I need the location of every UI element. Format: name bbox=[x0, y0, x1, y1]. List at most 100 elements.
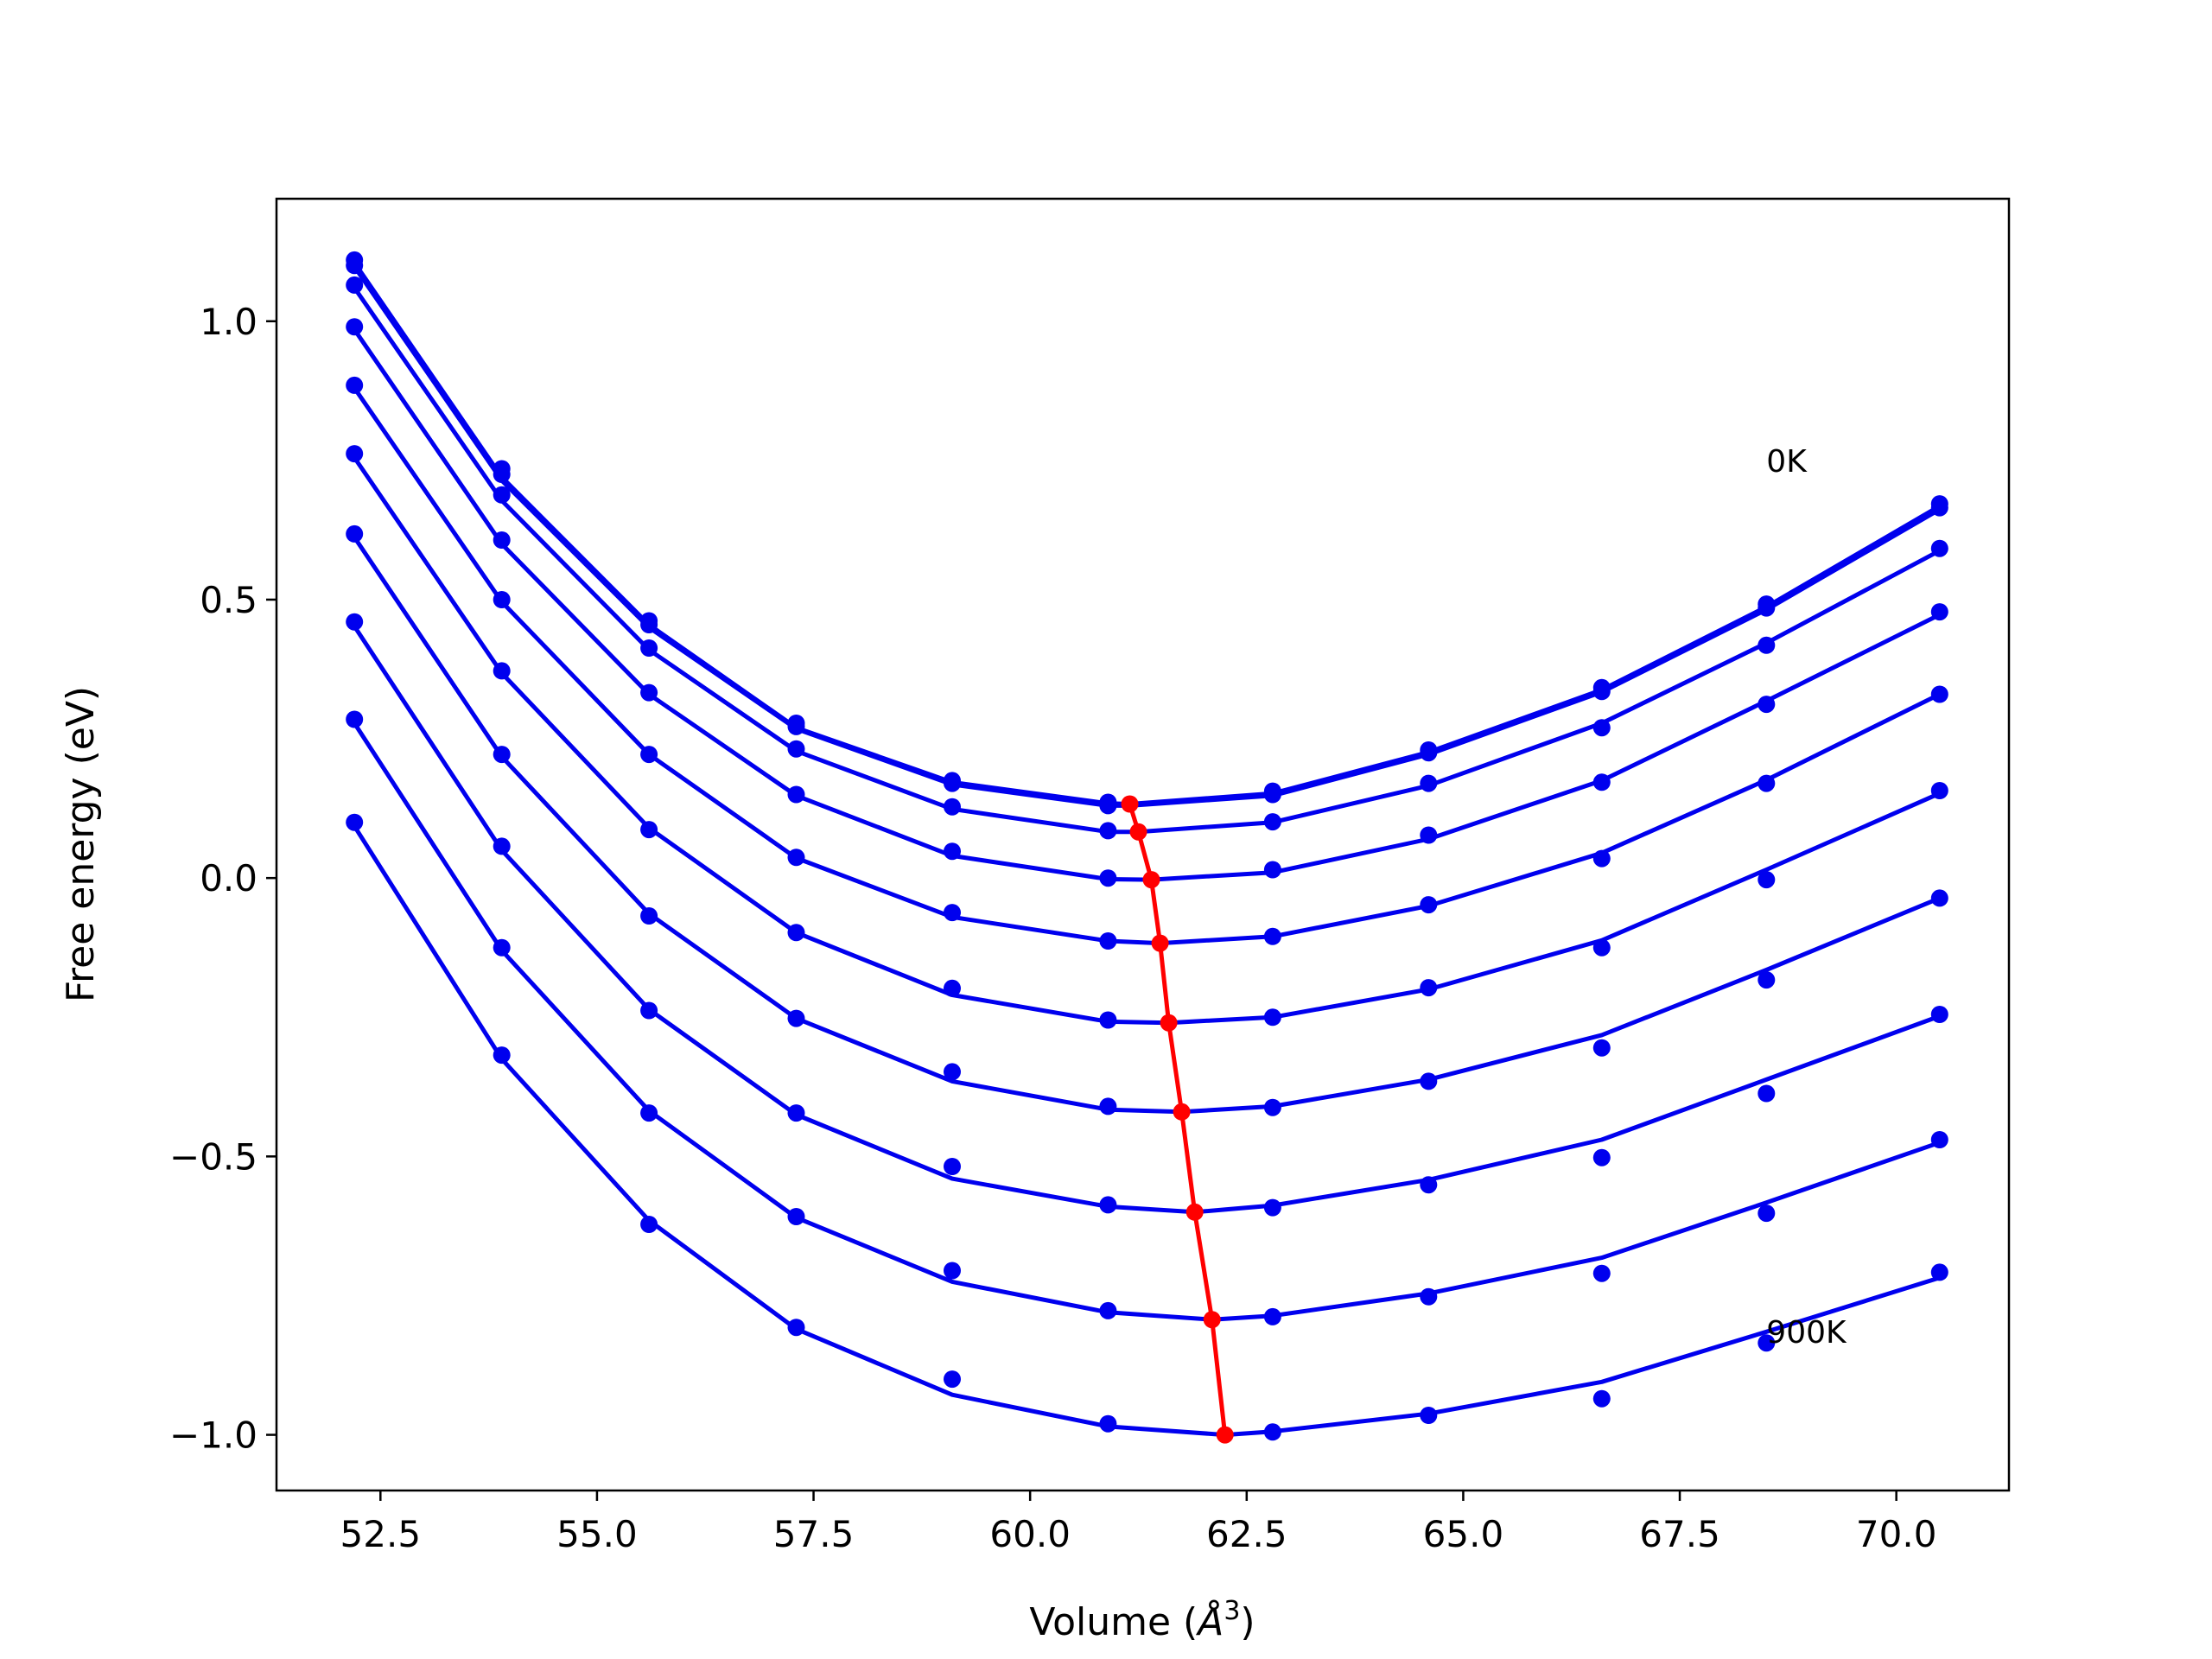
data-point bbox=[787, 785, 805, 804]
data-point bbox=[1758, 871, 1776, 889]
data-point bbox=[1420, 1072, 1438, 1090]
data-point bbox=[944, 1158, 961, 1175]
data-point bbox=[1758, 971, 1776, 989]
data-point bbox=[787, 717, 805, 735]
data-point bbox=[1420, 896, 1438, 914]
data-points bbox=[346, 251, 1948, 1441]
data-point bbox=[1263, 1008, 1281, 1027]
data-point bbox=[1263, 927, 1281, 945]
data-point bbox=[1099, 869, 1117, 887]
data-point bbox=[1420, 774, 1438, 792]
data-point bbox=[1099, 1196, 1117, 1214]
x-tick-label: 57.5 bbox=[773, 1513, 855, 1555]
minimum-point bbox=[1129, 823, 1147, 841]
y-tick-label: 1.0 bbox=[200, 301, 257, 343]
data-point bbox=[944, 798, 961, 816]
data-point bbox=[640, 683, 658, 702]
annotation-label: 900K bbox=[1766, 1315, 1847, 1351]
data-point bbox=[1420, 1407, 1438, 1424]
minimum-point bbox=[1216, 1426, 1234, 1444]
fit-curve-8 bbox=[353, 721, 1941, 1322]
data-point bbox=[640, 1001, 658, 1020]
data-point bbox=[1930, 782, 1948, 799]
data-point bbox=[346, 813, 364, 831]
annotations: 0K 900K bbox=[1766, 444, 1847, 1351]
x-tick-label: 60.0 bbox=[989, 1513, 1071, 1555]
data-point bbox=[1592, 773, 1611, 791]
data-point bbox=[1592, 1039, 1611, 1057]
y-tick-label: −1.0 bbox=[169, 1414, 257, 1457]
data-point bbox=[1263, 813, 1281, 831]
data-point bbox=[1930, 603, 1948, 621]
fit-curve-3 bbox=[353, 327, 1941, 882]
x-tick-label: 52.5 bbox=[340, 1513, 422, 1555]
data-point bbox=[493, 486, 511, 504]
data-point bbox=[787, 1104, 805, 1122]
data-point bbox=[493, 531, 511, 549]
data-point bbox=[1930, 1263, 1948, 1281]
data-point bbox=[1263, 1423, 1281, 1441]
data-point bbox=[787, 1319, 805, 1337]
data-point bbox=[346, 276, 364, 294]
data-point bbox=[640, 1216, 658, 1233]
data-point bbox=[1930, 1131, 1948, 1148]
fit-curve-2 bbox=[353, 286, 1941, 835]
data-point bbox=[1758, 774, 1776, 792]
data-point bbox=[944, 842, 961, 861]
data-point bbox=[787, 924, 805, 942]
minimum-point bbox=[1142, 871, 1160, 889]
data-point bbox=[944, 1262, 961, 1280]
data-point bbox=[1930, 499, 1948, 517]
data-point bbox=[346, 613, 364, 631]
data-point bbox=[1758, 1334, 1776, 1352]
data-point bbox=[787, 1208, 805, 1225]
data-point bbox=[640, 616, 658, 633]
data-point bbox=[1758, 636, 1776, 654]
minimum-point bbox=[1203, 1311, 1221, 1329]
x-axis-ticks: 52.5 55.0 57.5 60.0 62.5 65.0 67.5 70.0 bbox=[340, 1491, 1936, 1555]
data-point bbox=[1758, 696, 1776, 714]
data-point bbox=[1592, 938, 1611, 957]
data-point bbox=[1930, 685, 1948, 703]
data-point bbox=[493, 591, 511, 608]
data-point bbox=[1263, 861, 1281, 879]
data-point bbox=[640, 821, 658, 839]
data-point bbox=[640, 639, 658, 657]
x-tick-label: 62.5 bbox=[1206, 1513, 1287, 1555]
x-tick-label: 55.0 bbox=[556, 1513, 638, 1555]
data-point bbox=[944, 979, 961, 997]
fit-curves bbox=[353, 261, 1942, 1438]
data-point bbox=[1930, 889, 1948, 907]
data-point bbox=[787, 849, 805, 867]
data-point bbox=[1930, 1006, 1948, 1023]
plot-frame bbox=[275, 197, 2011, 1492]
data-point bbox=[640, 1104, 658, 1122]
data-point bbox=[1592, 719, 1611, 737]
minimum-point bbox=[1160, 1014, 1178, 1032]
x-tick-label: 65.0 bbox=[1423, 1513, 1504, 1555]
fit-curve-4 bbox=[353, 386, 1941, 946]
data-point bbox=[346, 318, 364, 336]
data-point bbox=[640, 746, 658, 764]
minimum-point bbox=[1151, 934, 1169, 952]
minimum-point bbox=[1121, 795, 1139, 813]
data-point bbox=[944, 774, 961, 792]
fit-curve-9 bbox=[353, 824, 1941, 1438]
data-point bbox=[640, 907, 658, 925]
fit-curve-6 bbox=[353, 536, 1941, 1115]
data-point bbox=[1099, 1301, 1117, 1319]
data-point bbox=[346, 445, 364, 463]
data-point bbox=[1592, 1264, 1611, 1282]
data-point bbox=[1420, 979, 1438, 997]
x-axis-label: Volume (Å3) bbox=[1029, 1596, 1255, 1644]
data-point bbox=[1930, 539, 1948, 557]
data-point bbox=[493, 837, 511, 855]
y-tick-label: 0.0 bbox=[200, 857, 257, 899]
data-point bbox=[1420, 826, 1438, 844]
data-point bbox=[787, 740, 805, 758]
data-point bbox=[1099, 822, 1117, 840]
data-point bbox=[1758, 1084, 1776, 1103]
y-axis-label: Free energy (eV) bbox=[59, 686, 103, 1002]
data-point bbox=[493, 662, 511, 680]
